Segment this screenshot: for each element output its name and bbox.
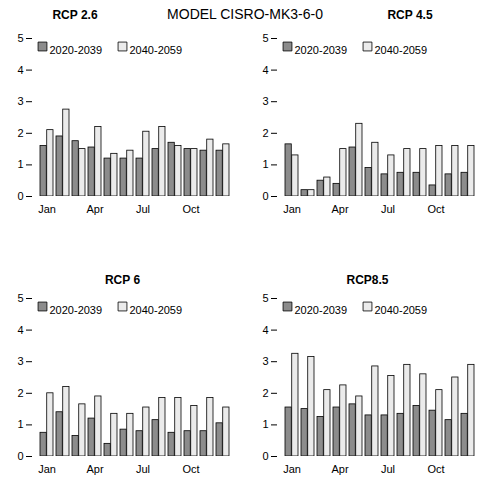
svg-text:Jul: Jul bbox=[381, 463, 395, 475]
html-text:RCP 4.5: RCP 4.5 bbox=[387, 8, 433, 22]
svg-text:Jul: Jul bbox=[136, 463, 150, 475]
svg-text:5: 5 bbox=[262, 292, 268, 304]
html-text:RCP 2.6: RCP 2.6 bbox=[52, 8, 98, 22]
svg-text:2040-2059: 2040-2059 bbox=[130, 44, 183, 56]
svg-text:0: 0 bbox=[262, 450, 268, 462]
svg-text:4: 4 bbox=[17, 324, 23, 336]
svg-text:2: 2 bbox=[17, 387, 23, 399]
svg-text:Oct: Oct bbox=[182, 203, 199, 215]
svg-text:0: 0 bbox=[17, 450, 23, 462]
svg-text:4: 4 bbox=[262, 324, 268, 336]
svg-text:Apr: Apr bbox=[86, 203, 103, 215]
svg-text:2040-2059: 2040-2059 bbox=[130, 304, 183, 316]
svg-text:5: 5 bbox=[17, 32, 23, 44]
svg-text:2020-2039: 2020-2039 bbox=[295, 304, 348, 316]
svg-text:4: 4 bbox=[262, 64, 268, 76]
svg-text:2020-2039: 2020-2039 bbox=[295, 44, 348, 56]
svg-text:2040-2059: 2040-2059 bbox=[375, 44, 428, 56]
svg-text:Apr: Apr bbox=[331, 203, 348, 215]
svg-text:3: 3 bbox=[262, 95, 268, 107]
svg-text:Jan: Jan bbox=[38, 203, 56, 215]
svg-text:Oct: Oct bbox=[427, 203, 444, 215]
html-text:RCP 6: RCP 6 bbox=[104, 273, 141, 287]
svg-text:Jan: Jan bbox=[38, 463, 56, 475]
svg-text:5: 5 bbox=[262, 32, 268, 44]
svg-text:2: 2 bbox=[262, 387, 268, 399]
svg-text:1: 1 bbox=[17, 418, 23, 430]
svg-text:Jul: Jul bbox=[381, 203, 395, 215]
svg-text:Jan: Jan bbox=[283, 203, 301, 215]
svg-text:Apr: Apr bbox=[86, 463, 103, 475]
svg-text:1: 1 bbox=[262, 158, 268, 170]
svg-text:0: 0 bbox=[262, 190, 268, 202]
svg-text:0: 0 bbox=[17, 190, 23, 202]
svg-text:Apr: Apr bbox=[331, 463, 348, 475]
svg-text:2040-2059: 2040-2059 bbox=[375, 304, 428, 316]
svg-text:4: 4 bbox=[17, 64, 23, 76]
svg-text:Oct: Oct bbox=[182, 463, 199, 475]
svg-text:2020-2039: 2020-2039 bbox=[50, 44, 103, 56]
svg-text:5: 5 bbox=[17, 292, 23, 304]
svg-text:3: 3 bbox=[262, 355, 268, 367]
svg-text:2020-2039: 2020-2039 bbox=[50, 304, 103, 316]
html-text:MODEL CISRO-MK3-6-0: MODEL CISRO-MK3-6-0 bbox=[167, 6, 323, 22]
svg-text:Jan: Jan bbox=[283, 463, 301, 475]
svg-text:1: 1 bbox=[262, 418, 268, 430]
html-text:RCP8.5: RCP8.5 bbox=[346, 273, 389, 287]
svg-text:2: 2 bbox=[262, 127, 268, 139]
svg-text:1: 1 bbox=[17, 158, 23, 170]
svg-text:3: 3 bbox=[17, 95, 23, 107]
svg-text:Oct: Oct bbox=[427, 463, 444, 475]
svg-text:2: 2 bbox=[17, 127, 23, 139]
svg-text:Jul: Jul bbox=[136, 203, 150, 215]
svg-text:3: 3 bbox=[17, 355, 23, 367]
